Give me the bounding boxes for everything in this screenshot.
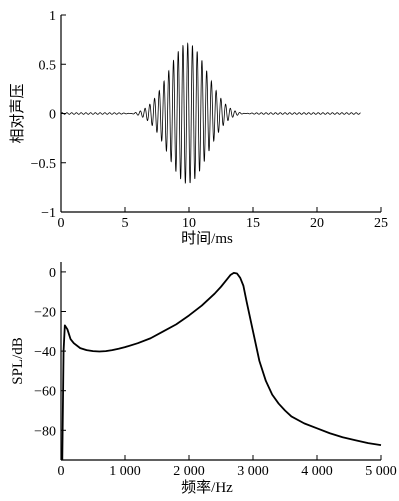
x-tick-label: 4 000 [301, 464, 333, 479]
y-axis-label: 相对声压 [8, 83, 26, 143]
x-tick-label: 1 000 [109, 464, 141, 479]
y-tick-label: −80 [34, 424, 56, 439]
y-tick-label: 0 [49, 266, 56, 281]
x-tick-label: 2 000 [173, 464, 205, 479]
y-tick-label: −20 [34, 306, 56, 321]
x-tick-label: 3 000 [237, 464, 269, 479]
y-tick-label: −0.5 [31, 157, 56, 172]
y-tick-label: −40 [34, 345, 56, 360]
y-axis-label: SPL/dB [10, 337, 26, 385]
x-tick-label: 5 000 [365, 464, 397, 479]
y-tick-label: −1 [41, 206, 56, 221]
x-tick-label: 5 [122, 216, 129, 231]
x-tick-label: 15 [246, 216, 260, 231]
x-axis-label: 频率/Hz [181, 479, 233, 496]
y-tick-label: 0.5 [39, 58, 57, 73]
y-tick-label: 1 [49, 9, 56, 24]
waveform-line [61, 44, 361, 183]
x-tick-label: 25 [374, 216, 388, 231]
spl-series-line-0 [62, 273, 381, 460]
y-tick-label: −60 [34, 385, 56, 400]
x-tick-label: 10 [182, 216, 196, 231]
x-tick-label: 0 [58, 464, 65, 479]
x-tick-label: 20 [310, 216, 324, 231]
x-tick-label: 0 [58, 216, 65, 231]
x-axis-label: 时间/ms [181, 230, 233, 247]
y-tick-label: 0 [49, 108, 56, 123]
